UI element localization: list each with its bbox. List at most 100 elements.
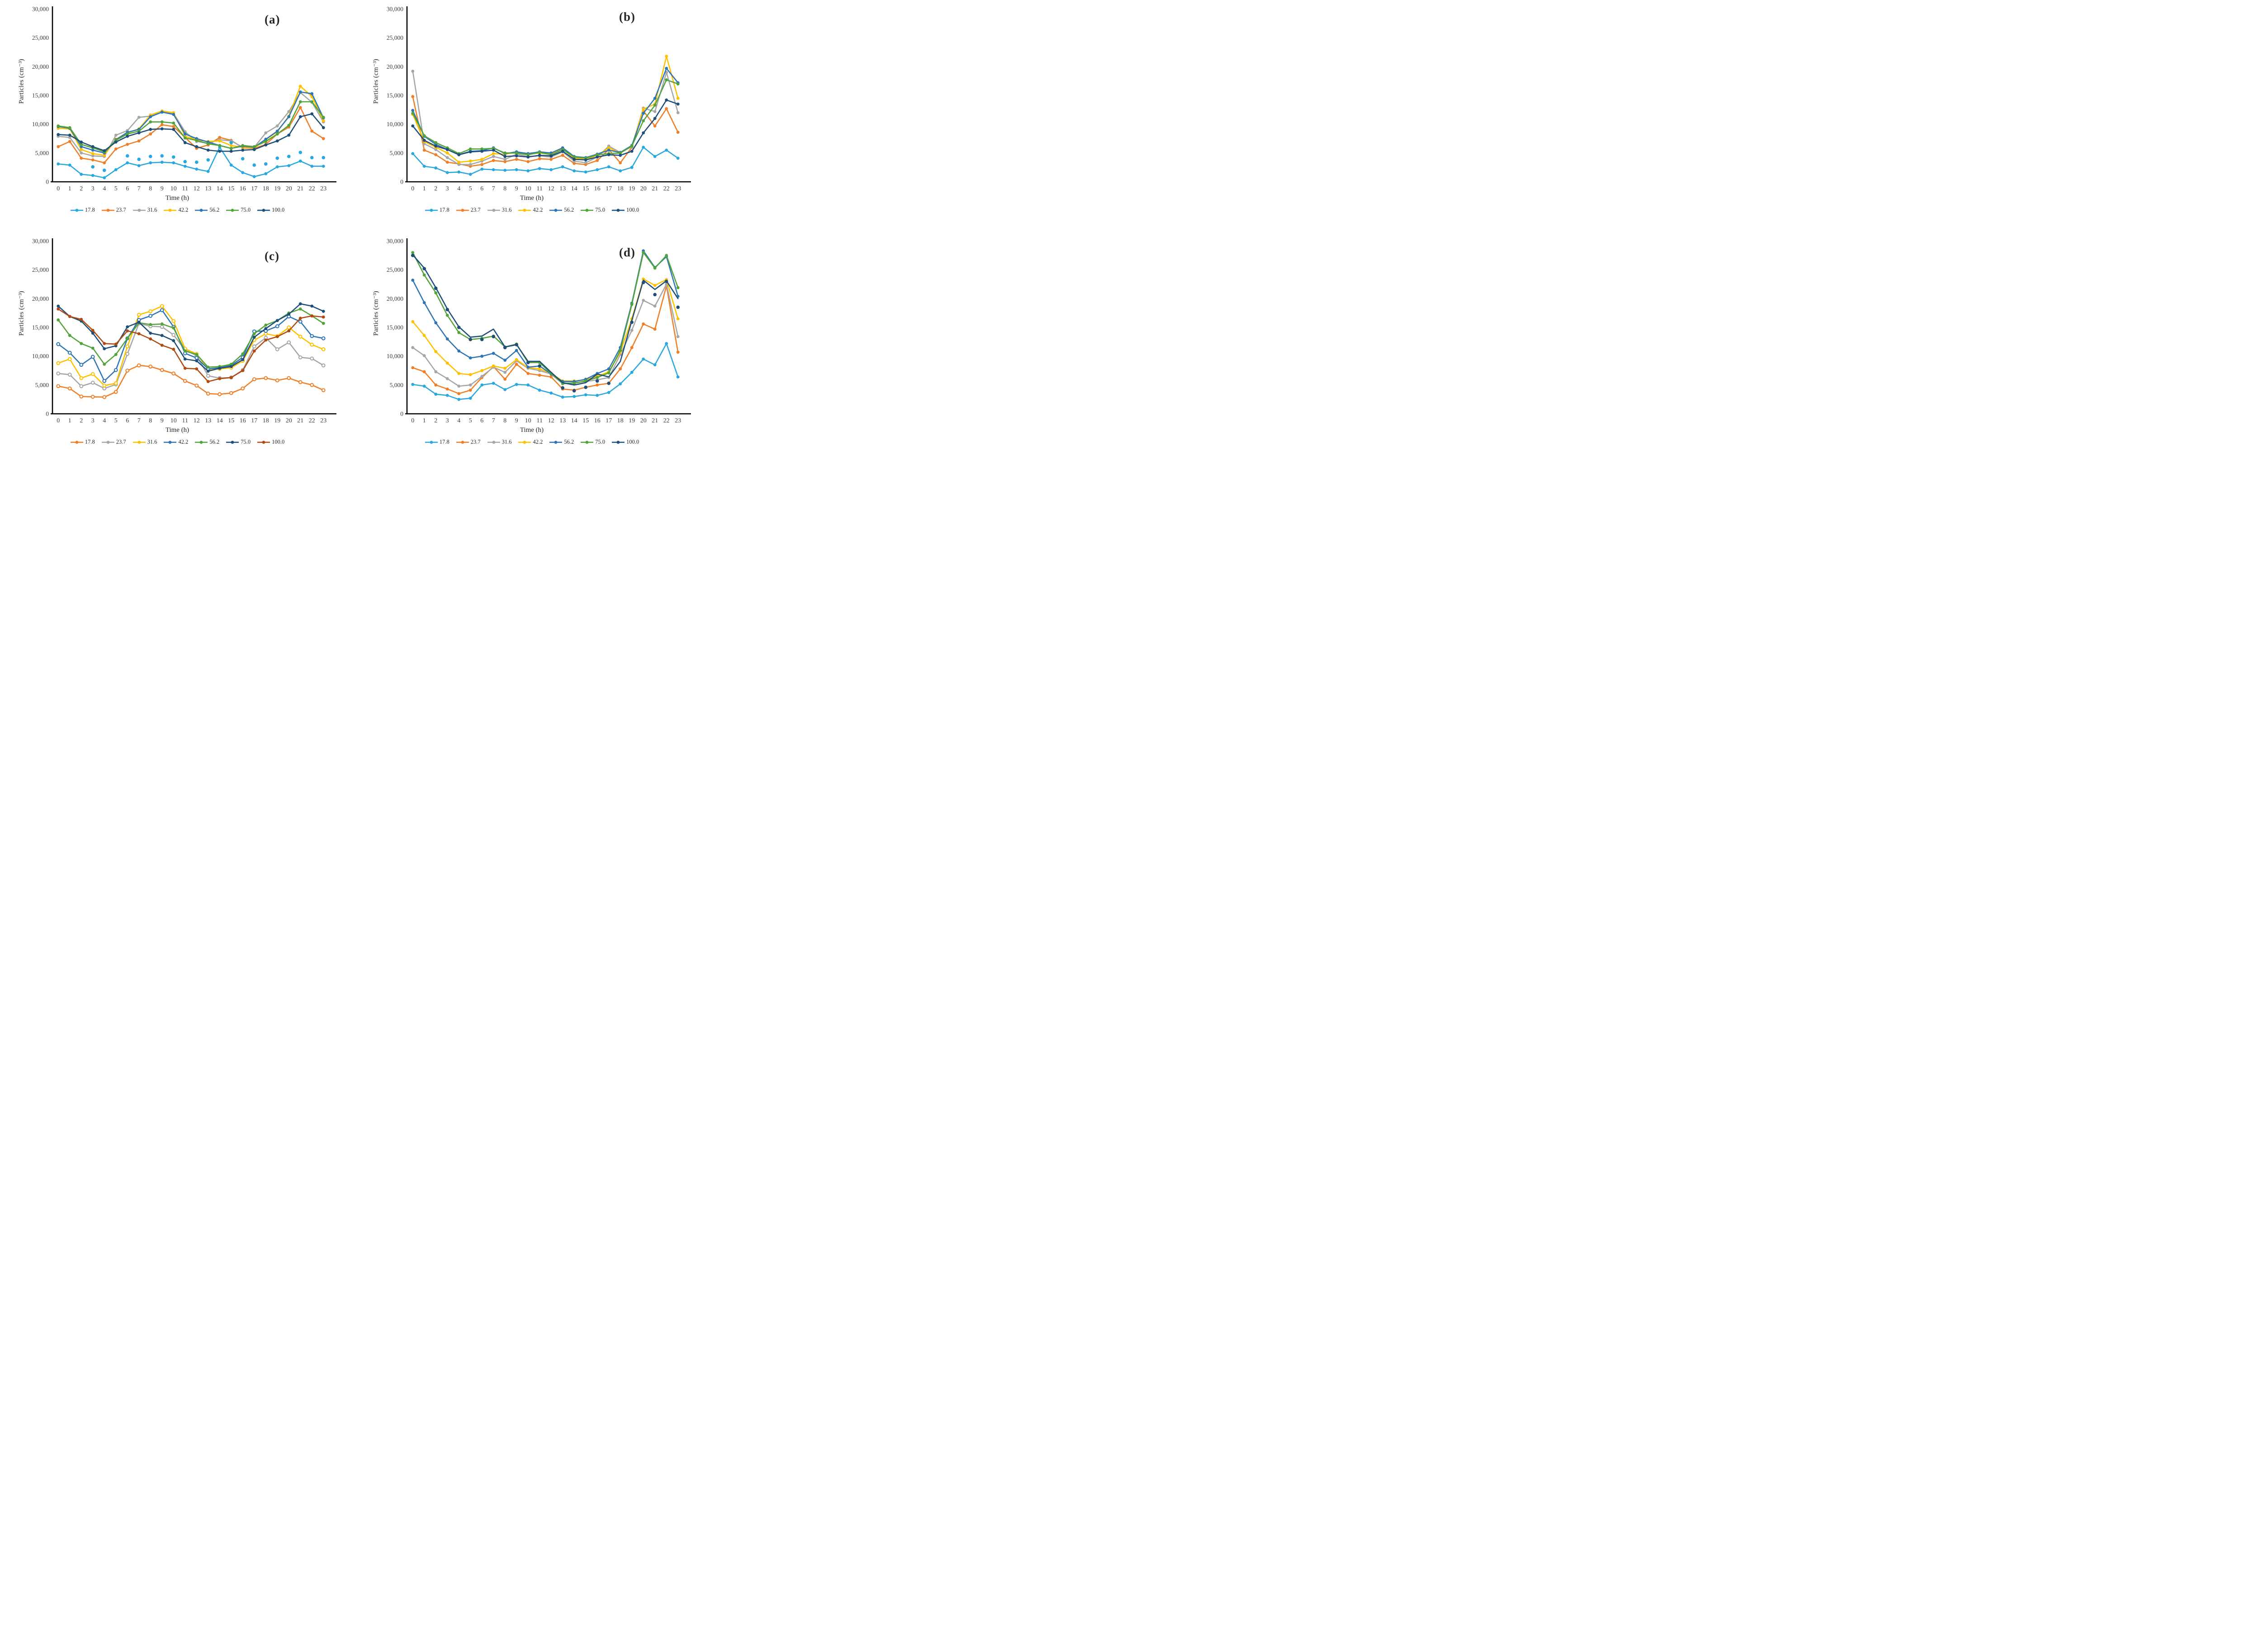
series-marker-100.0 bbox=[515, 154, 518, 158]
series-marker-75.0 bbox=[91, 331, 95, 335]
scatter-dot-lightblue bbox=[125, 154, 129, 158]
legend-dot bbox=[199, 440, 203, 444]
series-marker-100.0 bbox=[229, 150, 233, 153]
x-axis-title: Time (h) bbox=[520, 194, 544, 202]
legend-dot bbox=[554, 440, 558, 444]
series-marker-31.6 bbox=[114, 133, 118, 137]
series-marker-75.0 bbox=[503, 151, 507, 155]
series-marker-75.0 bbox=[229, 147, 233, 150]
x-tick-label: 20 bbox=[640, 417, 647, 424]
x-tick-label: 12 bbox=[194, 185, 200, 192]
series-marker-23.7 bbox=[171, 333, 176, 337]
series-marker-17.8 bbox=[241, 386, 245, 391]
series-marker-100.0 bbox=[310, 314, 314, 317]
series-marker-42.2 bbox=[480, 157, 484, 161]
series-marker-100.0 bbox=[572, 157, 576, 161]
x-tick-label: 18 bbox=[617, 185, 624, 192]
series-marker-75.0 bbox=[172, 339, 175, 342]
legend-swatch-icon bbox=[581, 208, 594, 212]
x-tick-label: 16 bbox=[240, 417, 246, 424]
legend-b: 17.8 23.7 31.6 42.2 56.2 75.0 100.0 bbox=[425, 207, 639, 213]
legend-item: 17.8 bbox=[425, 439, 449, 445]
series-line-17.8 bbox=[412, 147, 679, 175]
legend-item: 75.0 bbox=[226, 439, 251, 445]
series-marker-56.2 bbox=[607, 148, 610, 152]
legend-item: 23.7 bbox=[101, 439, 126, 445]
series-marker-75.0 bbox=[57, 124, 60, 128]
series-marker-17.8 bbox=[114, 390, 118, 394]
series-marker-100.0 bbox=[422, 138, 426, 142]
series-marker-100.0 bbox=[57, 307, 60, 311]
chart-row: Particles (cm⁻³) 0 5,000 10,000 15,000 20,000… bbox=[371, 235, 693, 428]
y-tick-label: 25,000 bbox=[32, 266, 49, 273]
series-marker-42.2 bbox=[56, 342, 61, 346]
series-line-31.6 bbox=[412, 284, 679, 387]
series-marker-17.8 bbox=[241, 171, 245, 175]
series-line-100.0 bbox=[57, 308, 324, 383]
x-tick-label: 11 bbox=[182, 417, 188, 424]
series-marker-17.8 bbox=[218, 392, 222, 397]
series-marker-56.2 bbox=[229, 363, 233, 366]
series-marker-56.2 bbox=[172, 113, 175, 116]
legend-swatch-icon bbox=[518, 440, 531, 444]
series-marker-42.2 bbox=[321, 336, 326, 341]
series-marker-17.8 bbox=[114, 168, 118, 171]
y-tick-label: 30,000 bbox=[387, 6, 403, 13]
y-axis-title-wrap: Particles (cm⁻³) bbox=[16, 9, 26, 190]
series-marker-56.2 bbox=[492, 351, 495, 355]
series-marker-23.7 bbox=[653, 124, 657, 128]
series-marker-17.8 bbox=[149, 161, 152, 165]
series-marker-75.0 bbox=[642, 251, 645, 254]
legend-swatch-icon bbox=[164, 208, 177, 212]
series-marker-17.8 bbox=[160, 161, 164, 164]
series-marker-23.7 bbox=[275, 347, 279, 351]
series-marker-56.2 bbox=[149, 115, 152, 118]
panel-letter-d: (d) bbox=[619, 246, 635, 259]
series-line-31.6 bbox=[57, 305, 324, 386]
series-marker-17.8 bbox=[229, 391, 233, 395]
series-marker-17.8 bbox=[310, 383, 314, 387]
legend-swatch-icon bbox=[70, 208, 83, 212]
series-marker-17.8 bbox=[229, 163, 233, 167]
series-marker-56.2 bbox=[515, 349, 518, 352]
series-marker-100.0 bbox=[607, 153, 610, 156]
y-axis-title-wrap: Particles (cm⁻³) bbox=[16, 241, 26, 422]
series-marker-100.0 bbox=[298, 115, 302, 118]
scatter-dot-lightblue bbox=[206, 158, 210, 162]
series-marker-56.2 bbox=[468, 356, 472, 360]
series-marker-100.0 bbox=[206, 148, 210, 152]
series-marker-56.2 bbox=[526, 365, 530, 369]
legend-swatch-icon bbox=[257, 208, 270, 212]
series-marker-42.2 bbox=[103, 154, 106, 157]
legend-label: 75.0 bbox=[241, 207, 251, 213]
y-tick-label: 5,000 bbox=[390, 382, 404, 388]
x-tick-label: 4 bbox=[103, 185, 106, 192]
series-marker-23.7 bbox=[434, 153, 438, 156]
series-marker-75.0 bbox=[229, 365, 233, 368]
series-marker-17.8 bbox=[321, 388, 326, 393]
series-marker-23.7 bbox=[538, 374, 541, 377]
series-marker-23.7 bbox=[137, 139, 141, 142]
series-marker-17.8 bbox=[298, 380, 303, 384]
series-marker-56.2 bbox=[80, 145, 83, 148]
series-marker-100.0 bbox=[91, 328, 95, 332]
series-marker-100.0 bbox=[103, 149, 106, 152]
series-marker-23.7 bbox=[91, 158, 95, 162]
y-tick-label: 5,000 bbox=[35, 382, 49, 388]
y-tick-label: 25,000 bbox=[387, 34, 403, 41]
series-marker-75.0 bbox=[515, 151, 518, 155]
x-tick-label: 8 bbox=[149, 417, 152, 424]
scatter-dot-navy bbox=[503, 346, 507, 350]
series-marker-17.8 bbox=[160, 368, 164, 372]
series-marker-100.0 bbox=[492, 148, 495, 152]
series-marker-75.0 bbox=[422, 273, 426, 277]
series-marker-100.0 bbox=[322, 126, 325, 129]
x-tick-label: 2 bbox=[80, 417, 83, 424]
series-marker-75.0 bbox=[103, 347, 106, 350]
series-marker-56.2 bbox=[287, 115, 291, 118]
series-marker-42.2 bbox=[411, 320, 415, 323]
legend-label: 42.2 bbox=[533, 439, 543, 445]
x-tick-label: 16 bbox=[240, 185, 246, 192]
series-marker-75.0 bbox=[298, 100, 302, 104]
series-marker-56.2 bbox=[264, 137, 268, 141]
